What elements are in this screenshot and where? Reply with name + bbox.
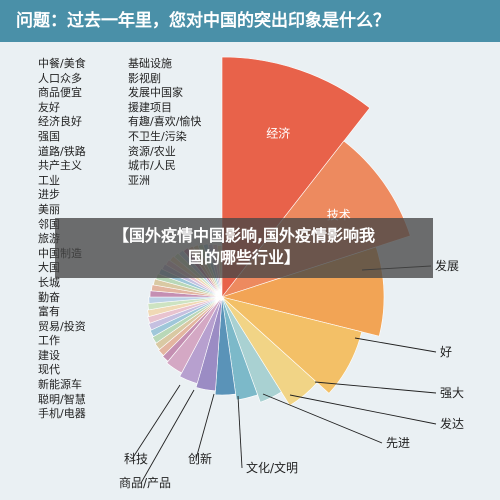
slice-label: 科技: [124, 452, 148, 466]
category-label: 友好: [38, 100, 60, 114]
category-label: 资源/农业: [128, 144, 176, 158]
category-label: 工业: [38, 173, 60, 187]
category-label: 建设: [38, 348, 60, 362]
pie-slice-other: [158, 296, 223, 356]
pie-slice-other: [154, 296, 223, 350]
category-label: 城市/人民: [128, 159, 176, 173]
category-label: 有趣/喜欢/愉快: [128, 115, 202, 129]
left-label-column-2: 基础设施 影视剧 发展中国家 援建项目 有趣/喜欢/愉快 不卫生/污染 资源/农业 城市/人民…: [128, 57, 201, 188]
slice-label: 先进: [386, 436, 410, 450]
category-label: 大国: [38, 261, 60, 275]
slice-label: 发达: [440, 416, 464, 431]
category-label: 基础设施: [128, 57, 172, 70]
left-label-column-1: 中餐/美食 人口众多 商品便宜 友好 经济良好 强国 道路/铁路 共产主义 工业 进步 美丽 邻国 旅游…: [38, 57, 86, 422]
category-label: 发展中国家: [128, 86, 183, 100]
category-label: 道路/铁路: [38, 144, 86, 158]
category-label: 工作: [38, 334, 60, 348]
pie-slice-other: [149, 296, 223, 338]
category-label: 美丽: [38, 202, 60, 216]
banner-line-1: 【国外疫情中国影响,国外疫情影响我: [112, 226, 376, 245]
pie-slice: [221, 296, 258, 401]
slice-label: 强大: [440, 386, 464, 400]
pie-slice-other: [151, 296, 223, 344]
leader-line: [237, 395, 243, 469]
pie-slice-other: [147, 296, 223, 317]
category-label: 援建项目: [128, 100, 172, 114]
category-label: 亚洲: [128, 173, 150, 187]
pie-slice-other: [148, 296, 223, 331]
category-label: 不卫生/污染: [128, 129, 187, 143]
category-label: 中餐/美食: [38, 57, 86, 70]
category-label: 人口众多: [38, 71, 82, 85]
leader-line: [195, 393, 215, 460]
slice-label: 文化/文明: [246, 460, 298, 475]
category-label: 旅游: [38, 232, 60, 246]
pie-slice: [221, 296, 318, 406]
category-label: 勤奋: [38, 290, 60, 304]
slice-label: 经济: [266, 126, 290, 141]
banner-line-2: 国的哪些行业】: [187, 248, 300, 267]
question-title: 问题：过去一年里，您对中国的突出印象是什么？: [16, 11, 390, 31]
category-label: 手机/电器: [38, 407, 86, 421]
category-label: 强国: [38, 129, 60, 143]
slice-label: 创新: [188, 451, 212, 466]
pie-slice: [221, 296, 363, 394]
question-header: 问题：过去一年里，您对中国的突出印象是什么？: [0, 0, 500, 42]
pie-slice-other: [148, 296, 223, 304]
category-label: 贸易/投资: [38, 319, 86, 333]
slice-label: 好: [440, 345, 452, 359]
category-label: 新能源车: [38, 378, 82, 392]
category-label: 长城: [38, 275, 60, 289]
overlay-banner: 【国外疫情中国影响,国外疫情影响我 国的哪些行业】: [55, 218, 433, 278]
category-label: 邻国: [38, 217, 60, 231]
category-label: 经济良好: [38, 115, 82, 129]
pie-slice: [166, 296, 223, 374]
leader-line: [131, 384, 181, 460]
pie-slice: [214, 296, 236, 396]
category-label: 富有: [38, 305, 60, 319]
category-label: 进步: [38, 188, 60, 202]
pie-slice-other: [147, 296, 223, 311]
leader-line: [262, 393, 383, 444]
leader-line: [289, 394, 437, 425]
slice-label: 发展: [435, 258, 459, 273]
leader-line: [354, 337, 437, 353]
leader-line: [140, 389, 195, 484]
slice-label: 商品/产品: [119, 475, 171, 490]
pie-slice-other: [147, 296, 223, 324]
pie-slice: [179, 296, 223, 384]
category-label: 商品便宜: [38, 86, 82, 100]
category-label: 影视剧: [128, 71, 161, 85]
category-label: 聪明/智慧: [38, 392, 86, 406]
category-label: 现代: [38, 363, 60, 377]
leader-line: [314, 381, 437, 394]
category-label: 共产主义: [38, 159, 82, 173]
